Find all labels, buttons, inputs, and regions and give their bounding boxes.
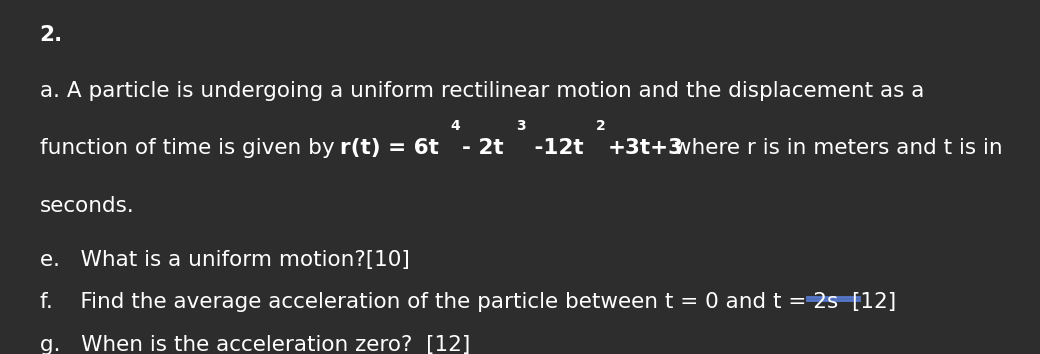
Text: - 2t: - 2t xyxy=(462,138,503,158)
Text: seconds.: seconds. xyxy=(40,196,134,216)
Text: 4: 4 xyxy=(450,119,460,133)
Text: function of time is given by: function of time is given by xyxy=(40,138,341,158)
Text: r(t) = 6t: r(t) = 6t xyxy=(340,138,439,158)
Text: 3: 3 xyxy=(516,119,525,133)
Text: 2: 2 xyxy=(596,119,605,133)
Text: g.   When is the acceleration zero?  [12]: g. When is the acceleration zero? [12] xyxy=(40,335,470,354)
Text: e.   What is a uniform motion?[10]: e. What is a uniform motion?[10] xyxy=(40,250,410,269)
Text: a. A particle is undergoing a uniform rectilinear motion and the displacement as: a. A particle is undergoing a uniform re… xyxy=(40,81,924,101)
Text: f.    Find the average acceleration of the particle between t = 0 and t = 2s  [1: f. Find the average acceleration of the … xyxy=(40,292,895,312)
Text: where r is in meters and t is in: where r is in meters and t is in xyxy=(667,138,1003,158)
Text: -12t: -12t xyxy=(527,138,583,158)
Text: 2.: 2. xyxy=(40,25,62,45)
Text: +3t+3: +3t+3 xyxy=(607,138,683,158)
